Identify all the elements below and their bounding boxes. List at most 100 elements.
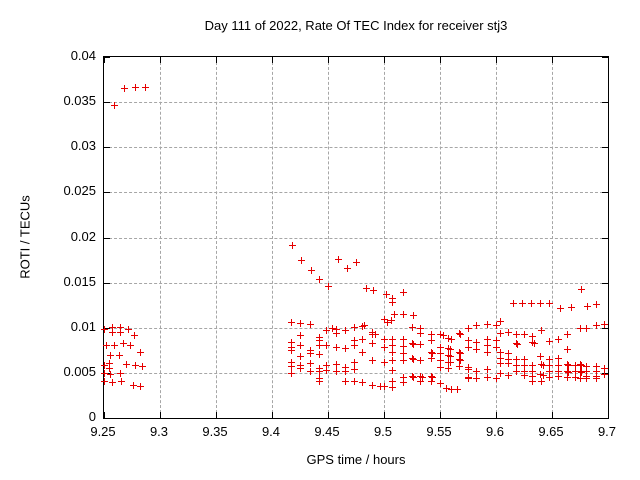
data-point-marker: [601, 371, 609, 379]
gridline-vertical: [496, 57, 497, 418]
data-point-marker: [417, 372, 425, 380]
data-point-marker: [117, 324, 125, 332]
gridline-horizontal: [104, 147, 608, 148]
data-point-marker: [428, 373, 436, 381]
data-point-marker: [436, 344, 444, 352]
data-point-marker: [555, 354, 563, 362]
data-point-marker: [315, 364, 323, 372]
gridline-vertical: [216, 57, 217, 418]
x-tick-mark: [104, 57, 105, 63]
data-point-marker: [436, 350, 444, 358]
data-point-marker: [296, 342, 304, 350]
data-point-marker: [119, 340, 127, 348]
gridline-horizontal: [104, 328, 608, 329]
data-point-marker: [427, 378, 435, 386]
data-point-marker: [483, 342, 491, 350]
data-point-marker: [306, 360, 314, 368]
data-point-marker: [117, 328, 125, 336]
data-point-marker: [315, 336, 323, 344]
data-point-marker: [389, 366, 397, 374]
data-point-marker: [492, 322, 500, 330]
data-point-marker: [389, 298, 397, 306]
data-point-marker: [371, 330, 379, 338]
data-point-marker: [572, 373, 580, 381]
data-point-marker: [389, 335, 397, 343]
data-point-marker: [443, 384, 451, 392]
y-tick-label: 0.04: [70, 48, 96, 63]
data-point-marker: [564, 330, 572, 338]
data-point-marker: [583, 325, 591, 333]
data-point-marker: [417, 325, 425, 333]
gridline-horizontal: [104, 283, 608, 284]
data-point-marker: [483, 348, 491, 356]
data-point-marker: [359, 348, 367, 356]
y-tick-mark: [602, 328, 608, 329]
data-point-marker: [513, 341, 521, 349]
data-point-marker: [565, 369, 573, 377]
y-tick-mark: [104, 418, 110, 419]
data-point-marker: [351, 342, 359, 350]
data-point-marker: [464, 336, 472, 344]
data-point-marker: [577, 362, 585, 370]
data-point-marker: [455, 355, 463, 363]
data-point-marker: [328, 325, 336, 333]
y-tick-mark: [104, 238, 110, 239]
data-point-marker: [473, 374, 481, 382]
data-point-marker: [564, 373, 572, 381]
x-tick-mark: [160, 412, 161, 418]
data-point-marker: [118, 378, 126, 386]
data-point-marker: [315, 342, 323, 350]
data-point-marker: [572, 368, 580, 376]
data-point-marker: [456, 356, 464, 364]
x-tick-mark: [384, 57, 385, 63]
data-point-marker: [408, 354, 416, 362]
data-point-marker: [456, 349, 464, 357]
data-point-marker: [369, 331, 377, 339]
data-point-marker: [439, 332, 447, 340]
y-tick-mark: [104, 102, 110, 103]
data-point-marker: [504, 355, 512, 363]
data-point-marker: [130, 332, 138, 340]
data-point-marker: [342, 326, 350, 334]
data-point-marker: [369, 340, 377, 348]
data-point-marker: [342, 345, 350, 352]
data-point-marker: [102, 342, 110, 350]
data-point-marker: [483, 365, 491, 373]
data-point-marker: [576, 361, 584, 369]
x-tick-label: 9.25: [90, 424, 116, 439]
data-point-marker: [131, 84, 139, 92]
data-point-marker: [447, 335, 455, 343]
data-point-marker: [107, 371, 115, 379]
x-tick-mark: [272, 57, 273, 63]
data-point-marker: [296, 353, 304, 361]
data-point-marker: [455, 348, 463, 356]
y-tick-mark: [602, 102, 608, 103]
data-point-marker: [389, 348, 397, 356]
data-point-marker: [109, 379, 117, 387]
data-point-marker: [296, 364, 304, 372]
data-point-marker: [380, 382, 388, 390]
data-point-marker: [323, 326, 331, 334]
y-tick-mark: [602, 57, 608, 58]
data-point-marker: [576, 374, 584, 382]
x-tick-label: 9.65: [538, 424, 564, 439]
data-point-marker: [382, 290, 390, 298]
data-point-marker: [446, 353, 454, 361]
gridline-vertical: [272, 57, 273, 418]
data-point-marker: [287, 318, 295, 326]
data-point-marker: [601, 320, 609, 328]
data-point-marker: [427, 372, 435, 380]
data-point-marker: [546, 337, 554, 345]
data-point-marker: [408, 324, 416, 332]
data-point-marker: [601, 364, 609, 372]
x-tick-mark: [608, 412, 609, 418]
x-tick-mark: [160, 57, 161, 63]
data-point-marker: [520, 368, 528, 376]
data-point-marker: [520, 355, 528, 363]
data-point-marker: [520, 372, 528, 380]
data-point-marker: [418, 373, 426, 381]
data-point-marker: [492, 344, 500, 352]
data-point-marker: [399, 349, 407, 357]
x-tick-mark: [608, 57, 609, 63]
data-point-marker: [351, 359, 359, 367]
